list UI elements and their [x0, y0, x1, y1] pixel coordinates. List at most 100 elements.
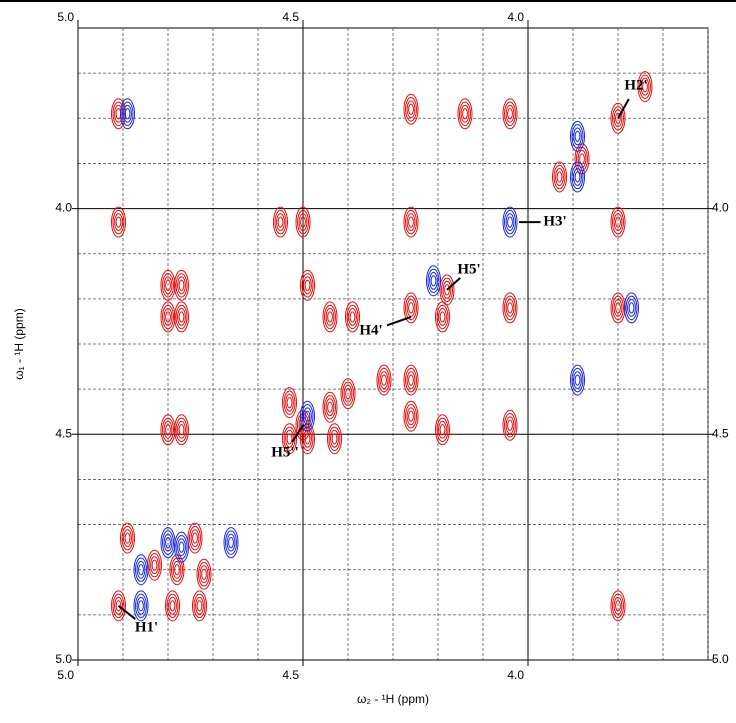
peak: [502, 409, 518, 441]
peak: [111, 206, 126, 238]
contour-ring: [138, 600, 144, 612]
contour-ring: [426, 265, 441, 297]
contour-ring: [642, 81, 648, 93]
peak: [403, 292, 419, 324]
contour-ring: [282, 387, 297, 419]
peak: [273, 206, 288, 238]
contour-ring: [300, 269, 315, 301]
contour-ring: [115, 600, 122, 612]
contour-ring: [406, 100, 416, 119]
contour-ring: [505, 298, 515, 317]
contour-ring: [163, 420, 173, 439]
x-tick-label: 4.0: [507, 668, 524, 682]
contour-ring: [613, 596, 623, 615]
contour-ring: [408, 410, 414, 422]
contour-ring: [138, 564, 144, 576]
contour-ring: [612, 106, 624, 131]
peak: [300, 400, 315, 432]
contour-ring: [436, 304, 449, 330]
contour-ring: [300, 400, 315, 432]
contour-ring: [331, 433, 338, 445]
contour-ring: [628, 302, 635, 314]
contour-ring: [615, 600, 621, 612]
contour-ring: [348, 308, 357, 326]
contour-ring: [165, 537, 171, 549]
contour-ring: [577, 150, 587, 168]
contour-ring: [408, 374, 414, 386]
peak: [160, 527, 176, 559]
peak: [426, 265, 441, 297]
contour-ring: [177, 538, 186, 557]
contour-ring: [507, 419, 513, 431]
contour-ring: [285, 393, 294, 412]
peak: [147, 549, 162, 581]
contour-ring: [325, 308, 335, 326]
x-tick-label: 5.0: [57, 668, 74, 682]
contour-ring: [276, 213, 285, 232]
peak: [174, 269, 189, 301]
contour-ring: [328, 426, 341, 451]
y-tick-label: 4.0: [55, 201, 72, 215]
contour-ring: [570, 161, 585, 193]
peak: [403, 400, 419, 432]
peak: [165, 590, 180, 622]
contour-ring: [286, 397, 293, 409]
contour-ring: [174, 269, 189, 301]
contour-ring: [343, 384, 353, 403]
contour-ring: [408, 302, 414, 314]
contour-ring: [322, 301, 338, 333]
contour-ring: [625, 295, 638, 321]
x-axis-label: ω₂ - ¹H (ppm): [357, 692, 429, 706]
peak: [160, 301, 176, 333]
contour-ring: [150, 556, 159, 575]
contour-ring: [192, 532, 198, 544]
contour-ring: [192, 590, 207, 622]
contour-ring: [340, 378, 356, 410]
contour-ring: [175, 273, 188, 298]
contour-ring: [297, 209, 309, 235]
contour-ring: [570, 120, 585, 152]
contour-ring: [177, 308, 186, 326]
contour-ring: [330, 429, 339, 448]
annotation-leader: [117, 605, 136, 620]
contour-ring: [615, 302, 621, 314]
contour-ring: [190, 529, 200, 548]
contour-ring: [442, 280, 452, 299]
contour-ring: [502, 206, 518, 238]
contour-ring: [376, 364, 392, 396]
contour-ring: [612, 295, 624, 321]
peak: [570, 161, 585, 193]
contour-ring: [165, 424, 171, 436]
contour-ring: [300, 419, 306, 431]
contour-ring: [613, 298, 623, 317]
contour-ring: [133, 554, 149, 586]
x-tick-label-top: 4.0: [507, 10, 524, 24]
contour-ring: [406, 298, 416, 317]
contour-ring: [406, 213, 416, 232]
contour-ring: [304, 410, 311, 422]
contour-ring: [174, 414, 189, 446]
contour-ring: [175, 417, 188, 442]
peak: [403, 93, 419, 125]
peak: [133, 590, 149, 622]
peak: [624, 292, 639, 324]
contour-ring: [579, 153, 585, 165]
contour-ring: [112, 209, 125, 235]
contour-ring: [379, 371, 389, 390]
contour-ring: [120, 98, 135, 130]
contour-ring: [612, 209, 624, 235]
contour-ring: [165, 311, 171, 323]
contour-ring: [303, 276, 312, 295]
annotation-label: H3': [543, 214, 566, 230]
contour-ring: [439, 424, 446, 436]
contour-ring: [571, 124, 584, 149]
y-axis-label: ω₁ - ¹H (ppm): [12, 308, 26, 379]
peak: [120, 522, 135, 554]
peak: [502, 292, 518, 324]
contour-ring: [403, 364, 419, 396]
contour-ring: [555, 168, 564, 186]
contour-ring: [502, 409, 518, 441]
contour-ring: [114, 213, 123, 232]
peak: [196, 558, 212, 590]
peak: [435, 414, 450, 446]
